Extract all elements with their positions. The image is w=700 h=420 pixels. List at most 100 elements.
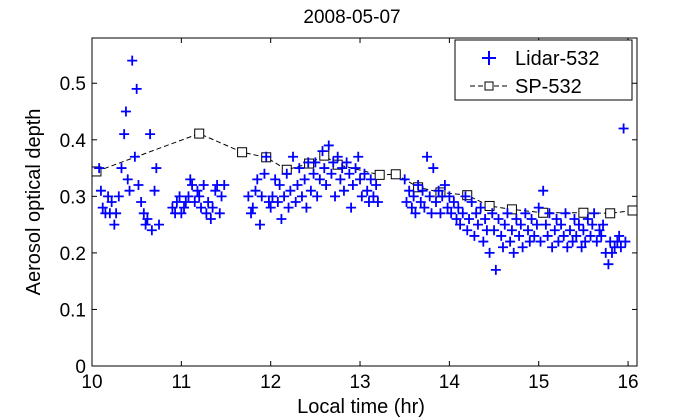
lidar-532-point bbox=[417, 185, 428, 196]
lidar-532-point bbox=[187, 180, 198, 191]
lidar-532-point bbox=[196, 202, 206, 213]
lidar-532-point bbox=[606, 247, 617, 258]
lidar-532-point bbox=[256, 191, 267, 202]
lidar-532-point bbox=[312, 191, 323, 202]
lidar-532-point bbox=[341, 157, 352, 168]
lidar-532-point bbox=[296, 191, 307, 202]
lidar-532-point bbox=[109, 219, 120, 230]
lidar-532-point bbox=[138, 208, 149, 219]
lidar-532-point bbox=[250, 185, 261, 196]
lidar-532-point bbox=[310, 157, 321, 168]
y-tick-label: 0.4 bbox=[60, 131, 87, 152]
lidar-532-point bbox=[252, 174, 263, 185]
lidar-532-point bbox=[529, 230, 540, 241]
lidar-532-point bbox=[353, 151, 364, 162]
lidar-532-point bbox=[281, 168, 292, 179]
lidar-532-point bbox=[582, 213, 593, 224]
lidar-532-point bbox=[549, 225, 560, 236]
lidar-532-point bbox=[203, 197, 214, 207]
lidar-532-point bbox=[515, 219, 526, 230]
y-tick-label: 0.5 bbox=[60, 74, 86, 95]
lidar-532-point bbox=[246, 208, 257, 219]
lidar-532-point bbox=[591, 236, 602, 247]
lidar-532-point bbox=[524, 236, 535, 247]
lidar-532-point bbox=[356, 191, 367, 202]
lidar-532-point bbox=[180, 197, 191, 207]
lidar-532-point bbox=[533, 202, 544, 213]
lidar-532-point bbox=[337, 163, 348, 174]
sp-532-point bbox=[627, 205, 638, 216]
lidar-532-point bbox=[487, 208, 498, 219]
y-tick-label: 0.2 bbox=[60, 244, 86, 265]
lidar-532-point bbox=[314, 174, 325, 185]
lidar-532-point bbox=[399, 174, 410, 185]
lidar-532-point bbox=[301, 202, 312, 213]
x-tick-label: 10 bbox=[81, 372, 102, 393]
x-tick-label: 11 bbox=[171, 372, 191, 393]
lidar-532-point bbox=[490, 264, 501, 275]
sp-532-point bbox=[91, 166, 102, 177]
lidar-532-point bbox=[567, 236, 578, 247]
lidar-532-point bbox=[124, 185, 135, 196]
lidar-532-point bbox=[216, 191, 227, 202]
lidar-532-point bbox=[464, 213, 475, 224]
sp-532-point bbox=[462, 190, 473, 201]
lidar-532-point bbox=[363, 197, 374, 207]
lidar-532-point bbox=[359, 168, 370, 179]
lidar-532-point bbox=[272, 197, 283, 207]
lidar-532-point bbox=[299, 174, 310, 185]
lidar-532-point bbox=[578, 225, 589, 236]
lidar-532-point bbox=[154, 219, 165, 230]
sp-532-point bbox=[484, 200, 495, 211]
lidar-532-point bbox=[618, 123, 629, 134]
lidar-532-point bbox=[290, 197, 301, 207]
lidar-532-point bbox=[410, 208, 421, 219]
legend-lidar-label: Lidar-532 bbox=[515, 48, 600, 70]
lidar-532-point bbox=[185, 174, 196, 185]
lidar-532-point bbox=[292, 180, 303, 191]
lidar-532-point bbox=[585, 230, 596, 241]
lidar-532-point bbox=[401, 197, 412, 207]
lidar-532-point bbox=[283, 202, 294, 213]
lidar-532-point bbox=[179, 202, 190, 213]
lidar-532-point bbox=[288, 151, 299, 162]
lidar-532-point bbox=[116, 163, 127, 174]
lidar-532-point bbox=[448, 197, 459, 207]
lidar-532-point bbox=[469, 230, 480, 241]
lidar-532-point bbox=[517, 242, 528, 253]
lidar-532-point bbox=[136, 197, 147, 207]
lidar-532-point bbox=[263, 197, 274, 207]
lidar-532-point bbox=[428, 163, 439, 174]
lidar-532-point bbox=[523, 225, 533, 236]
legend: Lidar-532 SP-532 bbox=[454, 39, 633, 101]
lidar-532-point bbox=[214, 208, 225, 219]
lidar-532-point bbox=[560, 208, 571, 219]
lidar-532-point bbox=[571, 230, 582, 241]
lidar-532-point bbox=[267, 191, 278, 202]
lidar-532-point bbox=[142, 213, 153, 224]
lidar-532-point bbox=[183, 191, 194, 202]
lidar-532-point bbox=[95, 185, 106, 196]
lidar-532-point bbox=[415, 197, 426, 207]
x-axis-label: Local time (hr) bbox=[297, 396, 425, 418]
lidar-532-point bbox=[497, 242, 508, 253]
lidar-532-point bbox=[371, 180, 382, 191]
lidar-532-point bbox=[127, 55, 138, 66]
lidar-532-point bbox=[562, 242, 573, 253]
lidar-532-point bbox=[94, 163, 105, 174]
lidar-532-point bbox=[520, 208, 531, 219]
lidar-532-point bbox=[489, 225, 500, 236]
lidar-532-point bbox=[511, 213, 522, 224]
y-axis-label: Aerosol optical depth bbox=[23, 109, 45, 296]
lidar-532-point bbox=[475, 202, 486, 213]
lidar-532-point bbox=[603, 259, 614, 270]
lidar-532-point bbox=[335, 174, 346, 185]
lidar-532-point bbox=[294, 163, 305, 174]
lidar-532-point bbox=[261, 151, 272, 162]
lidar-532-point bbox=[466, 197, 477, 207]
lidar-532-point bbox=[580, 236, 591, 247]
lidar-532-point bbox=[207, 202, 218, 213]
lidar-532-point bbox=[347, 180, 358, 191]
x-tick-label: 14 bbox=[439, 372, 461, 393]
